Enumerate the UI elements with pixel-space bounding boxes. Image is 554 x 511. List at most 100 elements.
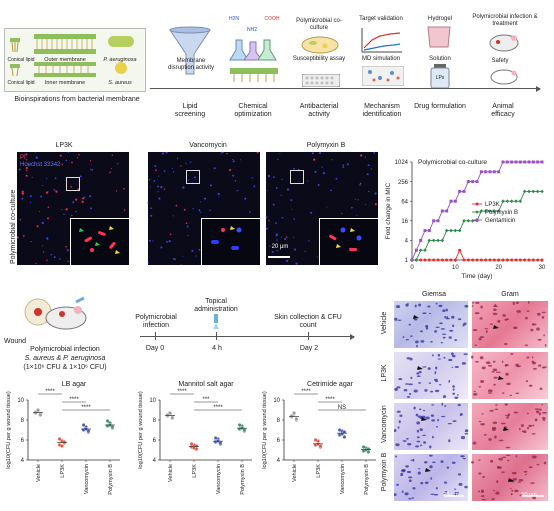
cell-dot bbox=[35, 262, 37, 265]
giemsa-nucleus bbox=[447, 422, 452, 425]
cell-dot bbox=[46, 237, 49, 240]
mouse-icon bbox=[489, 34, 519, 52]
cell-dot bbox=[172, 215, 174, 217]
cell-dot bbox=[285, 259, 289, 263]
gram-cell bbox=[507, 413, 510, 417]
well-plate-icon bbox=[302, 74, 340, 87]
giemsa-nucleus bbox=[425, 326, 429, 330]
giemsa-nucleus bbox=[430, 414, 435, 417]
cell-dot bbox=[148, 239, 151, 242]
giemsa-nucleus bbox=[464, 432, 469, 435]
gram-cell bbox=[496, 465, 500, 469]
mic-point bbox=[540, 189, 544, 194]
arrowhead-marker bbox=[498, 376, 504, 380]
giemsa-nucleus bbox=[408, 323, 411, 326]
molecule-nh2: H2N bbox=[228, 16, 239, 22]
timeline-tick-day0 bbox=[155, 332, 156, 340]
cfu-x-tick-label: LP3K bbox=[192, 464, 198, 478]
giemsa-nucleus bbox=[422, 366, 427, 368]
cell-dot bbox=[341, 212, 343, 215]
mic-point bbox=[466, 258, 470, 262]
gram-cell bbox=[501, 471, 505, 474]
label-inner-membrane: Inner membrane bbox=[44, 80, 86, 86]
cell-dot bbox=[43, 251, 45, 253]
cell-dot bbox=[356, 214, 358, 216]
mic-point bbox=[449, 199, 453, 203]
giemsa-nucleus bbox=[420, 444, 422, 447]
event-collection: Skin collection & CFU count bbox=[274, 314, 342, 329]
cell-dot bbox=[169, 233, 172, 236]
mic-point bbox=[510, 258, 514, 262]
gram-cell bbox=[532, 424, 535, 427]
mic-point bbox=[505, 258, 509, 262]
gram-cell bbox=[487, 392, 493, 394]
cell-dot bbox=[284, 238, 287, 240]
giemsa-nucleus bbox=[407, 442, 412, 446]
gram-cell bbox=[472, 441, 477, 445]
gram-cell bbox=[512, 477, 517, 481]
cell-dot bbox=[22, 234, 25, 237]
mic-point bbox=[445, 258, 449, 262]
cell-dot bbox=[90, 207, 93, 210]
cell-dot bbox=[147, 261, 150, 264]
step1-bottom-label: Lipid screening bbox=[174, 103, 206, 118]
gram-cell bbox=[497, 319, 501, 323]
day-day2: Day 2 bbox=[299, 345, 319, 352]
gram-cell bbox=[473, 392, 478, 396]
infection-label: Polymicrobial infection bbox=[30, 346, 100, 353]
cell-dot bbox=[354, 198, 357, 200]
funnel-icon bbox=[169, 26, 211, 75]
giemsa-nucleus bbox=[405, 383, 410, 385]
gram-cell bbox=[532, 367, 537, 370]
mic-point bbox=[509, 199, 514, 203]
cell-dot bbox=[249, 211, 251, 213]
giemsa-nucleus bbox=[410, 459, 413, 461]
giemsa-nucleus bbox=[432, 354, 434, 357]
giemsa-nucleus bbox=[460, 436, 466, 440]
cfu-point bbox=[170, 416, 175, 420]
giemsa-nucleus bbox=[401, 490, 404, 493]
p-aeruginosa-icon bbox=[108, 36, 134, 47]
mic-point bbox=[444, 228, 449, 233]
cell-dot bbox=[171, 167, 173, 170]
mouse-safety-icon bbox=[490, 69, 518, 85]
gram-cell bbox=[481, 498, 487, 501]
mic-x-tick-label: 30 bbox=[539, 265, 546, 271]
giemsa-nucleus bbox=[416, 375, 421, 377]
molecule-cooh: COOH bbox=[264, 16, 280, 22]
gram-cell bbox=[518, 428, 521, 431]
cell-dot bbox=[281, 236, 283, 238]
hydrogel-icon bbox=[427, 26, 451, 48]
roi-box-lp3k bbox=[66, 177, 80, 191]
step3-mid-label: Susceptibility assay bbox=[292, 56, 346, 62]
mic-x-tick-label: 20 bbox=[495, 265, 502, 271]
cell-dot bbox=[123, 209, 126, 211]
mic-point bbox=[427, 238, 432, 243]
cfu-y-label: log10(CFU per g wound tissue) bbox=[138, 391, 144, 469]
giemsa-nucleus bbox=[416, 344, 418, 348]
cell-dot bbox=[366, 173, 369, 176]
gram-cell bbox=[536, 463, 540, 466]
gram-cell bbox=[506, 416, 510, 419]
roi-box-polymyxin bbox=[290, 170, 304, 184]
cell-dot bbox=[30, 240, 32, 243]
micro-title-lp3k: LP3K bbox=[55, 142, 73, 149]
cell-dot bbox=[149, 186, 151, 188]
giemsa-nucleus bbox=[432, 461, 436, 464]
cell-dot bbox=[17, 236, 19, 239]
giemsa-nucleus bbox=[413, 389, 418, 393]
histology-row-vancomycin: Vancomycin bbox=[381, 405, 388, 443]
cell-dot bbox=[38, 211, 40, 213]
gram-cell bbox=[481, 413, 484, 415]
gram-cell bbox=[492, 421, 498, 424]
gram-cell bbox=[513, 326, 518, 330]
giemsa-nucleus bbox=[456, 394, 459, 396]
cell-dot bbox=[314, 170, 317, 174]
mic-y-tick-label: 1 bbox=[405, 258, 409, 264]
giemsa-nucleus bbox=[454, 488, 457, 490]
inset-lp3k bbox=[70, 218, 130, 266]
legend-hoechst: Hoechst 33342 bbox=[20, 162, 61, 168]
giemsa-nucleus bbox=[457, 318, 462, 321]
cell-dot bbox=[89, 195, 92, 198]
giemsa-nucleus bbox=[436, 425, 438, 428]
